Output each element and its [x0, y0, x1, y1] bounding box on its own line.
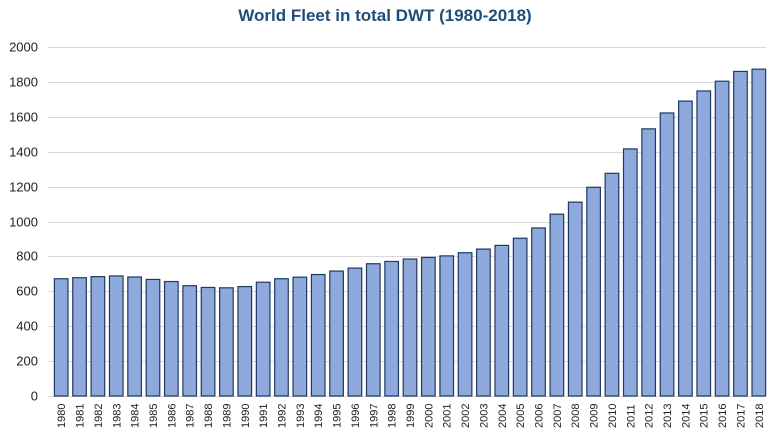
- x-tick-label: 2009: [589, 404, 601, 428]
- x-tick-label: 2007: [552, 404, 564, 428]
- x-tick-label: 2017: [735, 404, 747, 428]
- x-tick-label: 2014: [680, 404, 692, 428]
- bar-2003: [476, 248, 491, 397]
- y-tick-label: 0: [31, 389, 38, 404]
- y-tick-label: 800: [16, 249, 38, 264]
- x-tick-label: 1992: [276, 404, 288, 428]
- bar-2008: [567, 201, 583, 397]
- bar-2006: [531, 227, 546, 397]
- x-tick-label: 1996: [350, 404, 362, 428]
- bar-1989: [219, 287, 234, 397]
- bar-1984: [127, 276, 143, 397]
- bar-2016: [714, 80, 730, 397]
- y-tick-label: 2000: [9, 40, 38, 55]
- x-tick-label: 2010: [607, 404, 619, 428]
- x-tick-label: 1985: [148, 404, 160, 428]
- bar-2010: [604, 172, 620, 397]
- bar-1997: [365, 263, 381, 397]
- bar-2005: [512, 237, 528, 397]
- y-tick-label: 1400: [9, 145, 38, 160]
- x-tick-label: 1997: [368, 404, 380, 428]
- bar-1985: [145, 278, 161, 397]
- bar-2011: [622, 148, 638, 397]
- x-tick-label: 2012: [644, 404, 656, 428]
- x-tick-label: 1998: [387, 404, 399, 428]
- bar-1983: [108, 275, 124, 397]
- y-tick-label: 1000: [9, 215, 38, 230]
- bar-1998: [384, 260, 400, 397]
- bar-2018: [751, 68, 767, 397]
- x-tick-label: 1995: [332, 404, 344, 428]
- bar-2017: [733, 70, 748, 397]
- x-tick-label: 1987: [185, 404, 197, 428]
- bar-1995: [329, 270, 344, 397]
- x-tick-label: 2004: [497, 404, 509, 428]
- x-tick-label: 2003: [478, 404, 490, 428]
- y-tick-label: 1200: [9, 180, 38, 195]
- x-tick-label: 2001: [442, 404, 454, 428]
- bar-2007: [549, 213, 565, 397]
- x-tick-label: 2011: [625, 404, 637, 428]
- x-tick-label: 2013: [662, 404, 674, 428]
- bar-2014: [677, 100, 693, 397]
- chart-title: World Fleet in total DWT (1980-2018): [238, 6, 532, 25]
- x-tick-label: 2005: [515, 404, 527, 428]
- x-tick-label: 2002: [460, 404, 472, 428]
- bar-1987: [182, 285, 198, 397]
- y-tick-label: 1600: [9, 110, 38, 125]
- bar-1993: [292, 276, 308, 397]
- x-tick-label: 1989: [221, 404, 233, 428]
- bars: [53, 68, 767, 397]
- x-tick-label: 1991: [258, 404, 270, 428]
- x-tick-label: 1984: [130, 404, 142, 428]
- y-tick-label: 400: [16, 319, 38, 334]
- bar-1996: [347, 267, 363, 397]
- bar-1982: [90, 276, 106, 397]
- bar-1980: [53, 278, 69, 397]
- bar-2013: [659, 112, 675, 397]
- x-tick-label: 1986: [166, 404, 178, 428]
- x-tick-label: 2015: [699, 404, 711, 428]
- bar-1981: [72, 277, 87, 397]
- x-tick-label: 2018: [754, 404, 766, 428]
- bar-1988: [200, 286, 216, 397]
- bar-2000: [420, 256, 436, 397]
- x-axis-ticks: 1980 1981 1982 1983 1984 1985 1986 1987 1988 1989…: [56, 404, 766, 428]
- x-tick-label: 2006: [534, 404, 546, 428]
- bar-2012: [641, 128, 657, 397]
- bar-1992: [274, 278, 289, 397]
- x-tick-label: 1990: [240, 404, 252, 428]
- x-tick-label: 1981: [75, 404, 87, 428]
- bar-2004: [494, 244, 510, 397]
- bar-2001: [439, 255, 455, 397]
- x-tick-label: 1999: [405, 404, 417, 428]
- x-tick-label: 2016: [717, 404, 729, 428]
- bar-1999: [402, 258, 418, 397]
- y-tick-label: 600: [16, 284, 38, 299]
- x-tick-label: 2008: [570, 404, 582, 428]
- bar-1990: [237, 285, 253, 397]
- x-tick-label: 1993: [295, 404, 307, 428]
- x-tick-label: 1988: [203, 404, 215, 428]
- x-tick-label: 1983: [111, 404, 123, 428]
- x-tick-label: 1982: [93, 404, 105, 428]
- bar-1986: [163, 280, 179, 397]
- bar-1991: [255, 281, 271, 397]
- bar-2015: [696, 90, 712, 397]
- x-tick-label: 1980: [56, 404, 68, 428]
- bar-2002: [457, 252, 473, 397]
- y-axis-ticks: 0 200 400 600 800 1000 1200 1400 1600 1800 2000: [9, 40, 38, 404]
- y-tick-label: 200: [16, 354, 38, 369]
- x-tick-label: 1994: [313, 404, 325, 428]
- x-tick-label: 2000: [423, 404, 435, 428]
- bar-2009: [586, 186, 601, 397]
- bar-1994: [310, 273, 326, 397]
- y-tick-label: 1800: [9, 75, 38, 90]
